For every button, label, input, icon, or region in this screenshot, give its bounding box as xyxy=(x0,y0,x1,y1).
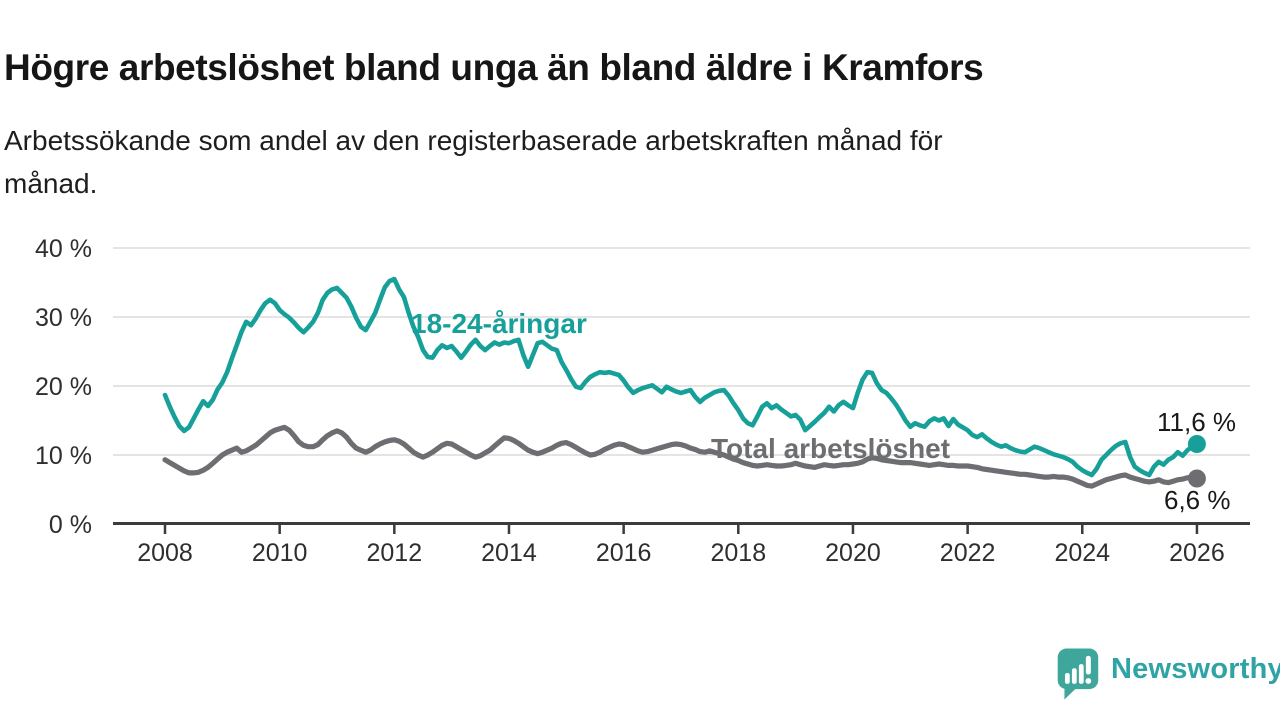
chart-subtitle-line1: Arbetssökande som andel av den registerb… xyxy=(4,125,943,156)
total-series-label: Total arbetslöshet xyxy=(711,433,951,464)
y-axis-tick-label: 20 % xyxy=(35,373,92,401)
newsworthy-logo-text: Newsworthy xyxy=(1111,653,1280,685)
x-axis-tick-label: 2012 xyxy=(367,539,423,567)
total-end-dot xyxy=(1187,469,1206,488)
x-axis-tick-label: 2024 xyxy=(1054,539,1110,567)
x-axis-tick-label: 2008 xyxy=(137,539,193,567)
youth-series-label: 18-24-åringar xyxy=(411,308,587,339)
youth-end-dot xyxy=(1187,435,1206,453)
y-axis-tick-label: 40 % xyxy=(35,235,92,263)
newsworthy-logo: Newsworthy xyxy=(1056,647,1280,700)
x-axis-tick-label: 2022 xyxy=(940,539,996,567)
y-axis-tick-label: 10 % xyxy=(35,442,92,470)
chart-subtitle: Arbetssökande som andel av den registerb… xyxy=(4,119,1224,205)
total-end-value-label: 6,6 % xyxy=(1164,485,1231,515)
total-series-line xyxy=(162,424,1200,489)
x-axis-tick-label: 2014 xyxy=(481,539,537,567)
x-axis-tick-label: 2018 xyxy=(710,539,766,567)
x-axis-tick-label: 2026 xyxy=(1169,539,1225,567)
x-axis-tick-label: 2020 xyxy=(825,539,881,567)
chart-title: Högre arbetslöshet bland unga än bland ä… xyxy=(4,46,984,88)
chart-subtitle-line2: månad. xyxy=(4,168,98,199)
newsworthy-logo-icon xyxy=(1057,648,1099,700)
y-axis-tick-label: 0 % xyxy=(49,511,92,539)
youth-end-value-label: 11,6 % xyxy=(1157,407,1237,437)
y-axis-tick-label: 30 % xyxy=(35,304,92,332)
youth-series-line xyxy=(162,276,1200,478)
x-axis-tick-label: 2016 xyxy=(596,539,652,567)
x-axis-tick-label: 2010 xyxy=(252,539,308,567)
